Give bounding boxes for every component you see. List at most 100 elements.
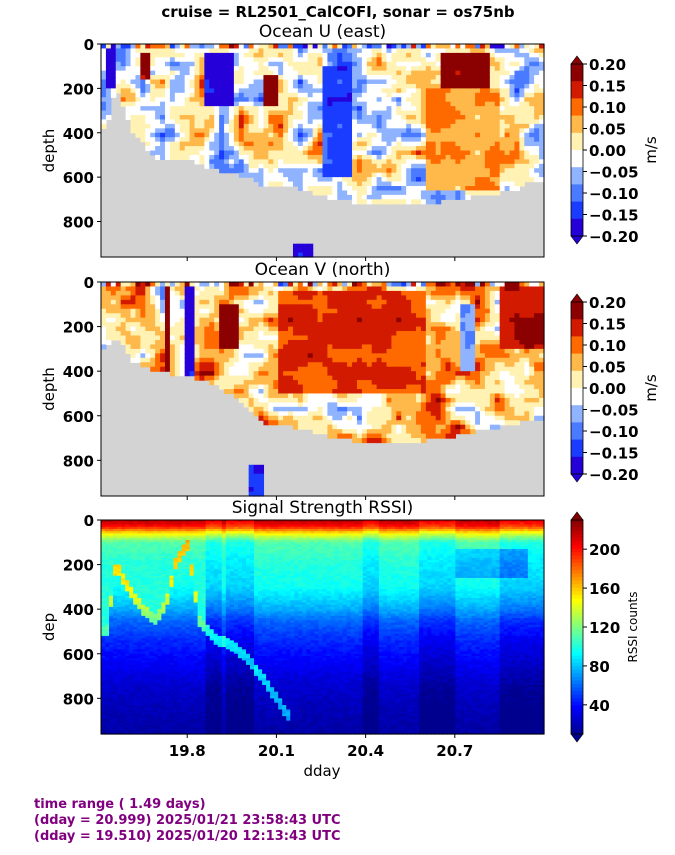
heatmap-cell bbox=[297, 52, 304, 58]
heatmap-cell bbox=[381, 159, 388, 165]
heatmap-cell bbox=[209, 101, 215, 107]
heatmap-cell bbox=[140, 52, 146, 58]
heatmap-cell bbox=[504, 177, 511, 183]
heatmap-cell bbox=[391, 406, 397, 412]
heatmap-cell bbox=[317, 186, 324, 192]
heatmap-cell bbox=[366, 137, 373, 143]
heatmap-cell bbox=[332, 132, 338, 138]
heatmap-cell bbox=[386, 353, 393, 359]
heatmap-cell bbox=[386, 406, 393, 412]
heatmap-cell bbox=[160, 322, 166, 328]
heatmap-cell bbox=[322, 119, 329, 125]
heatmap-cell bbox=[288, 88, 294, 94]
heatmap-cell bbox=[519, 132, 525, 138]
heatmap-cell bbox=[435, 132, 442, 138]
heatmap-cell bbox=[268, 339, 274, 346]
heatmap-cell bbox=[253, 406, 260, 412]
heatmap-cell bbox=[371, 402, 378, 408]
heatmap-cell bbox=[386, 132, 393, 138]
heatmap-cell bbox=[406, 402, 412, 408]
heatmap-cell bbox=[460, 128, 466, 134]
heatmap-cell bbox=[425, 353, 432, 359]
heatmap-cell bbox=[214, 313, 220, 319]
heatmap-cell bbox=[371, 79, 378, 85]
heatmap-cell bbox=[420, 299, 427, 305]
heatmap-cell bbox=[435, 326, 442, 332]
heatmap-cell bbox=[194, 123, 201, 129]
heatmap-cell bbox=[209, 66, 215, 72]
heatmap-cell bbox=[228, 335, 235, 341]
heatmap-cell bbox=[327, 115, 333, 121]
heatmap-cell bbox=[347, 420, 353, 426]
heatmap-cell bbox=[381, 83, 388, 89]
heatmap-cell bbox=[366, 339, 373, 346]
heatmap-cell bbox=[406, 406, 412, 412]
heatmap-cell bbox=[411, 397, 417, 403]
heatmap-cell bbox=[381, 110, 388, 116]
heatmap-cell bbox=[406, 415, 412, 421]
heatmap-cell bbox=[450, 415, 456, 421]
heatmap-cell bbox=[307, 282, 314, 288]
heatmap-cell bbox=[238, 322, 245, 328]
heatmap-cell bbox=[391, 115, 397, 121]
heatmap-cell bbox=[214, 132, 220, 138]
heatmap-cell bbox=[184, 362, 191, 368]
heatmap-cell bbox=[263, 326, 269, 332]
heatmap-cell bbox=[169, 304, 176, 310]
heatmap-cell bbox=[273, 132, 279, 138]
heatmap-cell bbox=[219, 290, 225, 296]
heatmap-cell bbox=[534, 57, 540, 63]
heatmap-cell bbox=[268, 128, 274, 134]
heatmap-cell bbox=[529, 52, 535, 58]
heatmap-cell bbox=[228, 353, 235, 359]
heatmap-cell bbox=[327, 331, 333, 337]
heatmap-cell bbox=[465, 110, 471, 116]
heatmap-cell bbox=[278, 123, 284, 129]
heatmap-cell bbox=[356, 371, 363, 377]
heatmap-cell bbox=[342, 290, 348, 296]
heatmap-cell bbox=[371, 366, 378, 372]
heatmap-cell bbox=[268, 406, 274, 412]
heatmap-cell bbox=[435, 44, 442, 50]
heatmap-cell bbox=[347, 97, 353, 103]
heatmap-cell bbox=[450, 163, 456, 169]
heatmap-cell bbox=[352, 331, 358, 337]
heatmap-cell bbox=[416, 290, 422, 296]
heatmap-cell bbox=[322, 123, 329, 129]
heatmap-cell bbox=[420, 92, 427, 98]
heatmap-cell bbox=[164, 57, 171, 63]
heatmap-cell bbox=[361, 424, 368, 430]
y-tick-label: 200 bbox=[63, 80, 94, 98]
heatmap-cell bbox=[169, 101, 176, 107]
heatmap-cell bbox=[356, 83, 363, 89]
heatmap-cell bbox=[253, 123, 260, 129]
heatmap-cell bbox=[307, 424, 314, 430]
heatmap-cell bbox=[150, 115, 156, 121]
heatmap-cell bbox=[534, 159, 540, 165]
heatmap-cell bbox=[312, 380, 319, 386]
heatmap-cell bbox=[376, 433, 383, 439]
heatmap-cell bbox=[302, 70, 309, 76]
heatmap-cell bbox=[150, 344, 156, 350]
heatmap-cell bbox=[460, 313, 466, 319]
heatmap-cell bbox=[278, 181, 284, 187]
heatmap-cell bbox=[233, 57, 240, 63]
heatmap-cell bbox=[445, 344, 452, 350]
heatmap-cell bbox=[430, 353, 437, 359]
heatmap-cell bbox=[401, 415, 407, 421]
heatmap-cell bbox=[145, 146, 151, 152]
heatmap-cell bbox=[204, 299, 210, 305]
heatmap-cell bbox=[228, 322, 235, 328]
heatmap-cell bbox=[376, 290, 383, 296]
heatmap-cell bbox=[263, 282, 269, 288]
heatmap-cell bbox=[465, 308, 471, 314]
heatmap-cell bbox=[337, 371, 343, 377]
heatmap-cell bbox=[194, 48, 201, 54]
heatmap-cell bbox=[307, 331, 314, 337]
heatmap-cell bbox=[460, 190, 466, 196]
heatmap-cell bbox=[283, 326, 289, 332]
heatmap-cell bbox=[268, 313, 274, 319]
heatmap-cell bbox=[307, 52, 314, 58]
heatmap-cell bbox=[224, 141, 230, 147]
heatmap-cell bbox=[504, 168, 511, 174]
